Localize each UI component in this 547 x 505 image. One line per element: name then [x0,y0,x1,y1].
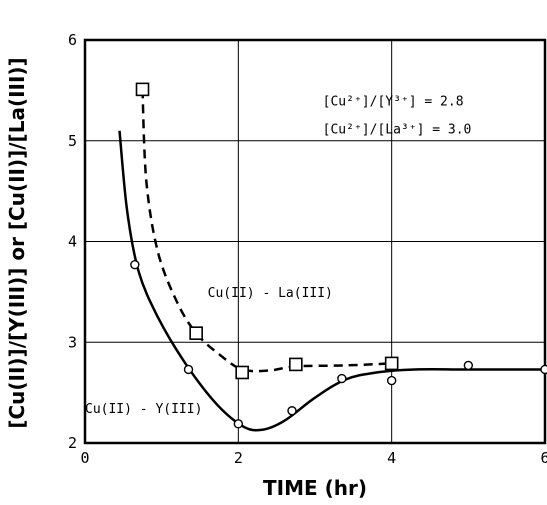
data-point-cu-y [287,406,297,416]
data-point-cu-y [183,364,194,375]
data-point-cu-la [289,357,303,372]
annotation-1: [Cu²⁺]/[La³⁺] = 3.0 [323,123,472,138]
y-tick-label: 2 [68,434,77,452]
data-point-cu-la [189,326,203,340]
x-tick-label: 2 [234,449,243,467]
y-tick-label: 4 [68,233,77,251]
series-curves [118,89,545,432]
y-tick-label: 3 [68,333,77,351]
data-point-cu-la [384,356,399,371]
data-point-cu-la [135,82,150,97]
data-point-cu-y [337,373,347,384]
x-tick-label: 0 [80,449,89,467]
annotations: [Cu²⁺]/[Y³⁺] = 2.8 [Cu²⁺]/[La³⁺] = 3.0 Cu(… [85,94,471,416]
data-point-cu-y [386,375,397,386]
series-markers [130,82,547,429]
x-tick-label: 4 [387,449,396,467]
data-point-cu-y [540,364,547,375]
annotation-2: Cu(II) - La(III) [208,286,333,301]
annotation-3: Cu(II) - Y(III) [85,402,202,417]
grid [85,40,545,443]
y-tick-label: 6 [68,31,77,49]
data-point-cu-y [233,419,244,429]
data-point-cu-la [235,365,249,380]
data-point-cu-y [130,259,140,270]
data-point-cu-y [463,360,474,371]
series-line-cu-la [141,89,392,373]
y-axis-label: [Cu(II)]/[Y(III)] or [Cu(II)]/[La(III)] [5,57,29,428]
y-tick-label: 5 [68,132,77,150]
annotation-0: [Cu²⁺]/[Y³⁺] = 2.8 [323,94,464,109]
series-line-cu-y [118,130,545,432]
x-axis-label: TIME (hr) [263,476,367,500]
x-tick-label: 6 [540,449,547,467]
